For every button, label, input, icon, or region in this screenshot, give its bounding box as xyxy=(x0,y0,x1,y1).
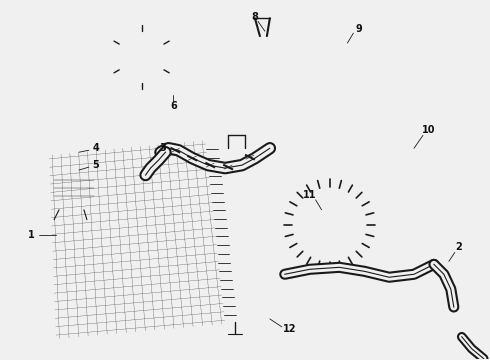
Text: 10: 10 xyxy=(422,125,436,135)
Circle shape xyxy=(359,145,419,205)
Polygon shape xyxy=(293,132,357,172)
Text: 1: 1 xyxy=(28,230,35,239)
Polygon shape xyxy=(409,112,474,154)
Polygon shape xyxy=(415,189,466,248)
Circle shape xyxy=(292,187,368,262)
Polygon shape xyxy=(386,73,415,141)
Polygon shape xyxy=(49,140,225,339)
Text: 12: 12 xyxy=(283,324,296,334)
Polygon shape xyxy=(341,81,373,151)
Polygon shape xyxy=(289,185,361,206)
Text: 11: 11 xyxy=(303,190,317,200)
Bar xyxy=(109,19,238,94)
Polygon shape xyxy=(198,143,285,322)
Text: 3: 3 xyxy=(159,143,166,153)
Polygon shape xyxy=(330,204,381,263)
Polygon shape xyxy=(423,166,490,183)
Text: 5: 5 xyxy=(93,160,99,170)
Polygon shape xyxy=(49,148,99,210)
Text: 8: 8 xyxy=(251,12,258,22)
Polygon shape xyxy=(225,18,310,111)
Polygon shape xyxy=(436,295,486,345)
Text: 2: 2 xyxy=(455,243,462,252)
Text: 6: 6 xyxy=(170,100,177,111)
Polygon shape xyxy=(315,43,377,113)
Polygon shape xyxy=(393,206,404,279)
Text: 9: 9 xyxy=(356,24,363,34)
Text: 4: 4 xyxy=(93,143,99,153)
